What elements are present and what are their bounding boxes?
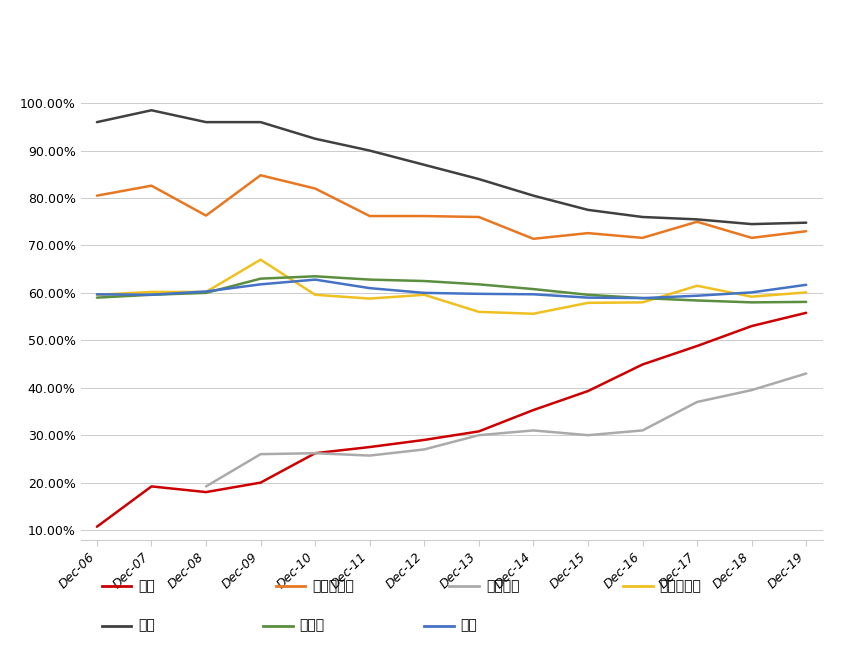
Text: 图7 居民部门杠杆率（住户部门贷款/GDP）: 图7 居民部门杠杆率（住户部门贷款/GDP） xyxy=(28,28,307,48)
Text: 新兴市场: 新兴市场 xyxy=(486,579,520,593)
Text: 发达经济体: 发达经济体 xyxy=(312,579,354,593)
Text: 所有报告国: 所有报告国 xyxy=(660,579,701,593)
Text: 日本: 日本 xyxy=(460,618,477,633)
Text: 中国: 中国 xyxy=(138,579,155,593)
Text: 美国: 美国 xyxy=(138,618,155,633)
Text: 欧元区: 欧元区 xyxy=(299,618,325,633)
